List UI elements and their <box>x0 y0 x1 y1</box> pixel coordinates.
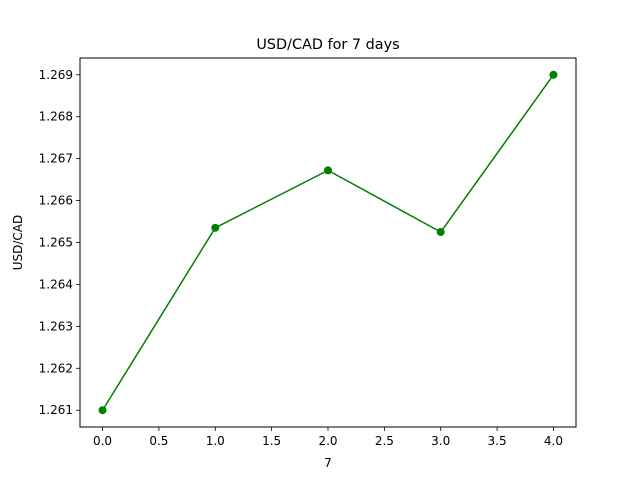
x-axis-label: 7 <box>324 456 332 470</box>
x-tick-label: 1.5 <box>262 434 281 448</box>
x-tick-label: 2.5 <box>375 434 394 448</box>
data-point <box>98 406 107 415</box>
x-tick-label: 4.0 <box>544 434 563 448</box>
y-tick-label: 1.265 <box>39 236 73 250</box>
y-tick-label: 1.261 <box>39 403 73 417</box>
data-point <box>549 70 558 79</box>
x-tick-label: 0.5 <box>149 434 168 448</box>
y-tick-label: 1.264 <box>39 277 73 291</box>
data-point <box>324 166 332 175</box>
x-tick-label: 0.0 <box>93 434 112 448</box>
x-tick-label: 2.0 <box>318 434 337 448</box>
data-point <box>436 228 445 237</box>
x-tick-label: 1.0 <box>206 434 225 448</box>
y-tick-label: 1.268 <box>39 110 73 124</box>
y-tick-label: 1.263 <box>39 319 73 333</box>
y-tick-label: 1.262 <box>39 361 73 375</box>
chart-title: USD/CAD for 7 days <box>256 37 399 53</box>
y-tick-label: 1.269 <box>39 68 73 82</box>
data-point <box>211 223 220 232</box>
x-tick-label: 3.5 <box>488 434 507 448</box>
y-axis-label: USD/CAD <box>11 215 25 271</box>
y-tick-label: 1.267 <box>39 152 73 166</box>
y-tick-label: 1.266 <box>39 194 73 208</box>
plot-frame <box>79 57 577 428</box>
x-tick-label: 3.0 <box>431 434 450 448</box>
